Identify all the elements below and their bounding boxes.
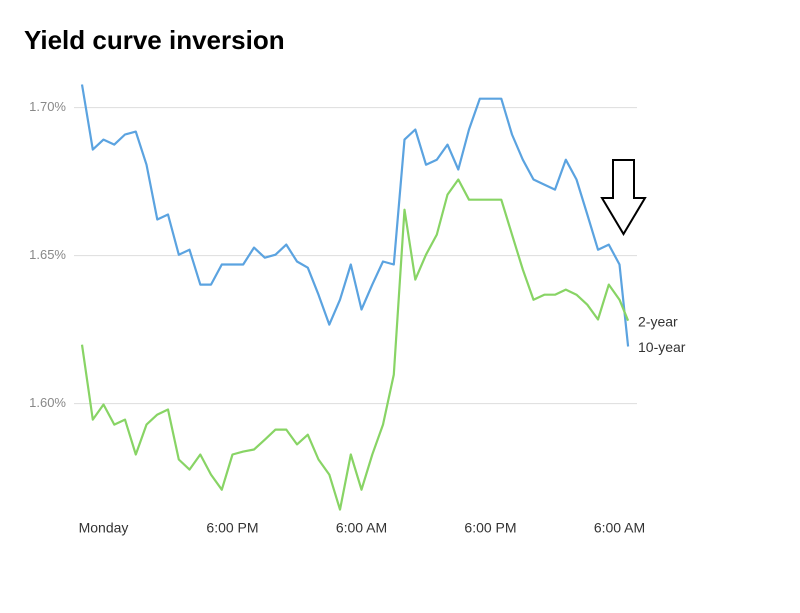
x-tick-label: 6:00 AM [594,520,645,536]
arrow [600,159,647,236]
arrow-shape [600,159,647,236]
y-tick-label: 1.70% [29,99,66,114]
legend-label: 10-year [638,339,686,355]
series-line [80,178,630,511]
y-tick-label: 1.60% [29,395,66,410]
x-tick-label: 6:00 PM [464,520,516,536]
legend-label: 2-year [638,313,678,329]
x-tick-label: 6:00 PM [206,520,258,536]
chart-title: Yield curve inversion [24,25,285,55]
x-tick-label: 6:00 AM [336,520,387,536]
y-tick-label: 1.65% [29,247,66,262]
series-line [80,84,630,347]
x-tick-label: Monday [79,520,129,536]
